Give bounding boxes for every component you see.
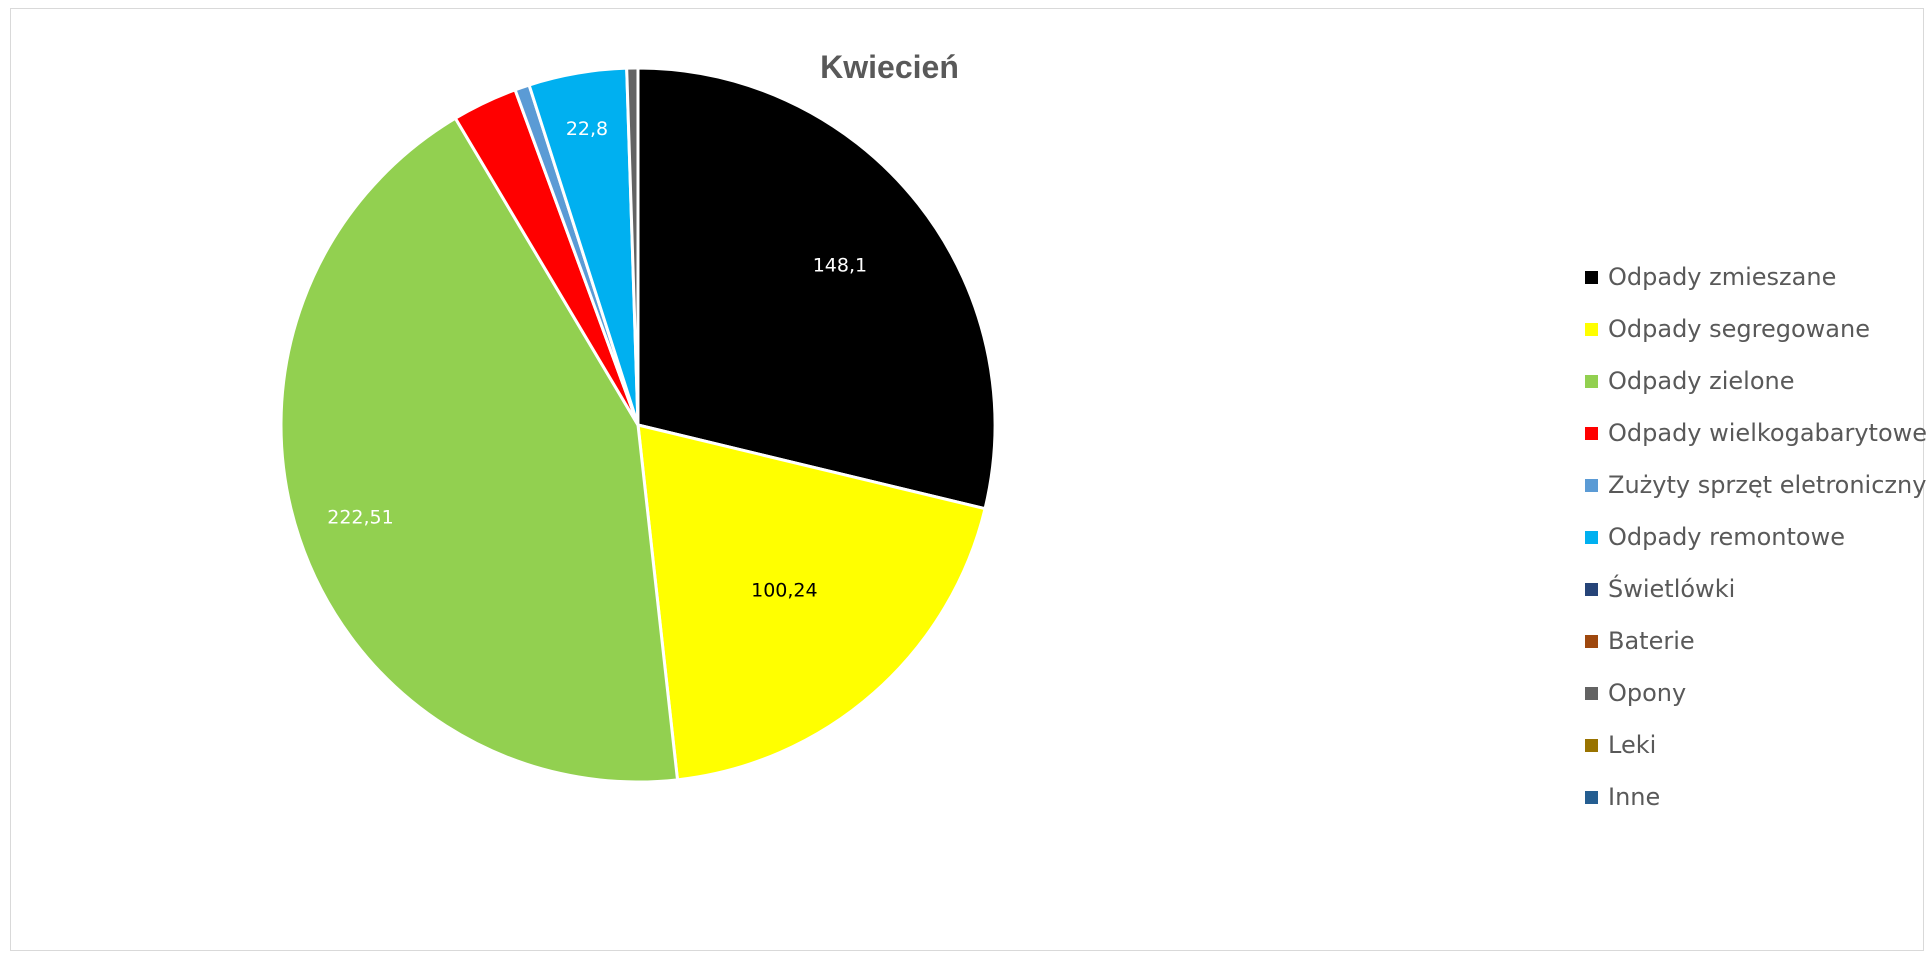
legend-item: Odpady wielkogabarytowe <box>1585 407 1928 459</box>
pie-slice-2[interactable] <box>636 423 987 782</box>
legend: Odpady zmieszane Odpady segregowane Odpady… <box>1585 251 1928 823</box>
legend-item: Odpady zielone <box>1585 355 1925 407</box>
data-label-6: 22,8 <box>566 118 608 140</box>
legend-item: Odpady zmieszane <box>1585 251 1925 303</box>
legend-label: Zużyty sprzęt eletroniczny <box>1608 471 1927 499</box>
pie-slice-9[interactable] <box>625 66 640 427</box>
legend-swatch <box>1585 582 1598 596</box>
legend-label: Baterie <box>1608 627 1695 655</box>
legend-swatch <box>1585 790 1598 804</box>
legend-item: Zużyty sprzęt eletroniczny <box>1585 459 1927 511</box>
legend-item: Odpady segregowane <box>1585 303 1925 355</box>
chart-area: Kwiecień 148,1 100,24 222,51 22,8 Odpady zm… <box>10 8 1928 951</box>
legend-swatch <box>1585 686 1598 700</box>
pie-slice-1[interactable] <box>636 66 997 511</box>
legend-label: Inne <box>1608 783 1661 811</box>
legend-label: Leki <box>1608 731 1657 759</box>
legend-item: Baterie <box>1585 615 1925 667</box>
legend-swatch <box>1585 270 1598 284</box>
legend-swatch <box>1585 478 1598 492</box>
legend-label: Opony <box>1608 679 1687 707</box>
legend-item: Inne <box>1585 771 1925 823</box>
pie-slice-3[interactable] <box>279 116 679 784</box>
legend-item: Świetlówki <box>1585 563 1925 615</box>
legend-label: Odpady wielkogabarytowe <box>1608 419 1928 447</box>
data-label-1: 148,1 <box>813 254 867 276</box>
legend-swatch <box>1585 634 1598 648</box>
legend-label: Odpady remontowe <box>1608 523 1845 551</box>
legend-item: Opony <box>1585 667 1925 719</box>
legend-swatch <box>1585 374 1598 388</box>
legend-swatch <box>1585 426 1598 440</box>
legend-item: Leki <box>1585 719 1925 771</box>
legend-label: Odpady segregowane <box>1608 315 1870 343</box>
chart-title: Kwiecień <box>820 49 959 85</box>
legend-swatch <box>1585 738 1598 752</box>
legend-label: Świetlówki <box>1608 575 1736 603</box>
data-label-3: 222,51 <box>327 507 393 529</box>
data-label-2: 100,24 <box>751 580 817 602</box>
legend-label: Odpady zielone <box>1608 367 1795 395</box>
legend-swatch <box>1585 322 1598 336</box>
legend-swatch <box>1585 530 1598 544</box>
pie-chart: 148,1 100,24 222,51 22,8 <box>279 66 997 784</box>
legend-label: Odpady zmieszane <box>1608 263 1837 291</box>
legend-item: Odpady remontowe <box>1585 511 1925 563</box>
